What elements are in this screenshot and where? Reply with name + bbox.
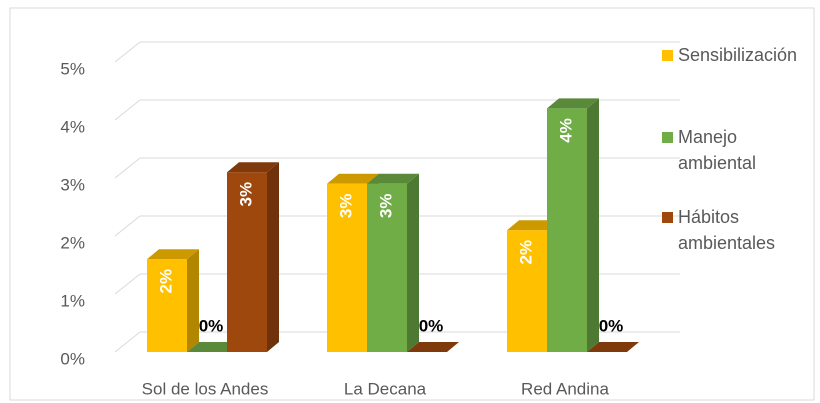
bar-side (187, 249, 199, 352)
data-label: 0% (599, 316, 624, 335)
y-tick-label: 2% (60, 233, 85, 252)
legend-item: Sensibilización (662, 42, 820, 68)
legend-item: Manejo ambiental (662, 124, 788, 176)
grid-line-side (114, 331, 141, 353)
legend-label: Sensibilización (678, 45, 798, 65)
x-tick-label: Sol de los Andes (142, 379, 269, 398)
x-tick-label: La Decana (344, 379, 427, 398)
legend-swatch (662, 212, 673, 223)
bar (147, 259, 187, 352)
grid-line-side (114, 273, 141, 295)
bar (547, 108, 587, 353)
chart-border (9, 7, 815, 401)
grid-line-side (114, 99, 141, 121)
y-tick-label: 5% (60, 59, 85, 78)
data-label: 2% (516, 240, 535, 265)
legend-swatch (662, 50, 673, 61)
y-tick-label: 1% (60, 291, 85, 310)
grid-line-side (114, 215, 141, 237)
bar-top (407, 342, 459, 352)
legend-item: Hábitos ambientales (662, 204, 788, 256)
y-tick-label: 3% (60, 175, 85, 194)
x-tick-label: Red Andina (521, 379, 609, 398)
data-label: 0% (419, 316, 444, 335)
legend-label: Manejo ambiental (678, 127, 757, 173)
bar-top (187, 342, 239, 352)
legend-label: Hábitos ambientales (678, 207, 776, 253)
bar (507, 230, 547, 352)
y-tick-label: 4% (60, 117, 85, 136)
data-label: 3% (236, 182, 255, 207)
bar-top (327, 173, 379, 184)
data-label: 2% (156, 269, 175, 294)
bar-top (227, 162, 279, 173)
bar-top (547, 98, 599, 109)
bar-top (587, 342, 639, 352)
y-tick-label: 0% (60, 349, 85, 368)
grid-line-side (114, 157, 141, 179)
bar-side (407, 173, 419, 352)
bar-top (507, 220, 559, 231)
data-label: 4% (556, 118, 575, 143)
data-label: 3% (376, 194, 395, 219)
legend-swatch (662, 132, 673, 143)
bar-side (587, 98, 599, 353)
grid-line-side (114, 41, 141, 63)
data-label: 3% (336, 194, 355, 219)
bar-top (367, 173, 419, 184)
bar-top (147, 249, 199, 260)
bar (327, 183, 367, 352)
bar (367, 183, 407, 352)
bar (227, 172, 267, 352)
data-label: 0% (199, 316, 224, 335)
bar-side (267, 162, 279, 352)
